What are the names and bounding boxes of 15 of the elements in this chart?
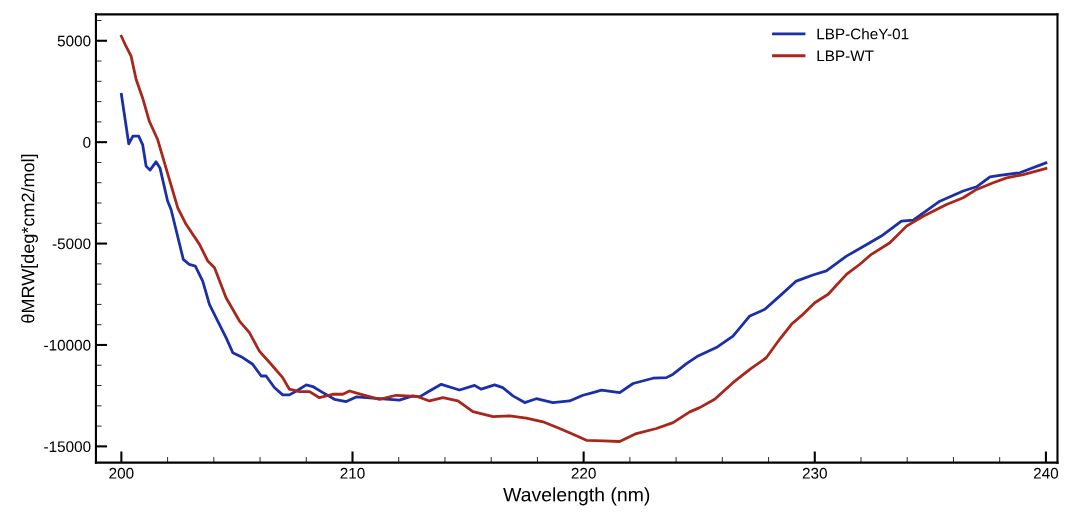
x-axis-title: Wavelength (nm) xyxy=(503,487,650,506)
x-tick-label: 230 xyxy=(802,467,827,479)
legend-label: LBP-WT xyxy=(817,50,874,62)
legend-label: LBP-CheY-01 xyxy=(817,28,909,40)
x-tick-label: 210 xyxy=(340,467,365,479)
x-tick-label: 220 xyxy=(571,467,596,479)
y-tick-label: 0 xyxy=(83,137,91,148)
y-tick-label: -15000 xyxy=(44,441,91,453)
y-tick-label: -10000 xyxy=(44,339,91,351)
y-tick-label: -5000 xyxy=(52,238,91,250)
x-tick-label: 240 xyxy=(1033,467,1059,479)
y-tick-label: 5000 xyxy=(57,35,91,47)
y-axis-title: θMRW[deg*cm2/mol] xyxy=(21,154,38,323)
line-series xyxy=(119,92,1048,404)
x-tick-label: 200 xyxy=(109,467,134,479)
